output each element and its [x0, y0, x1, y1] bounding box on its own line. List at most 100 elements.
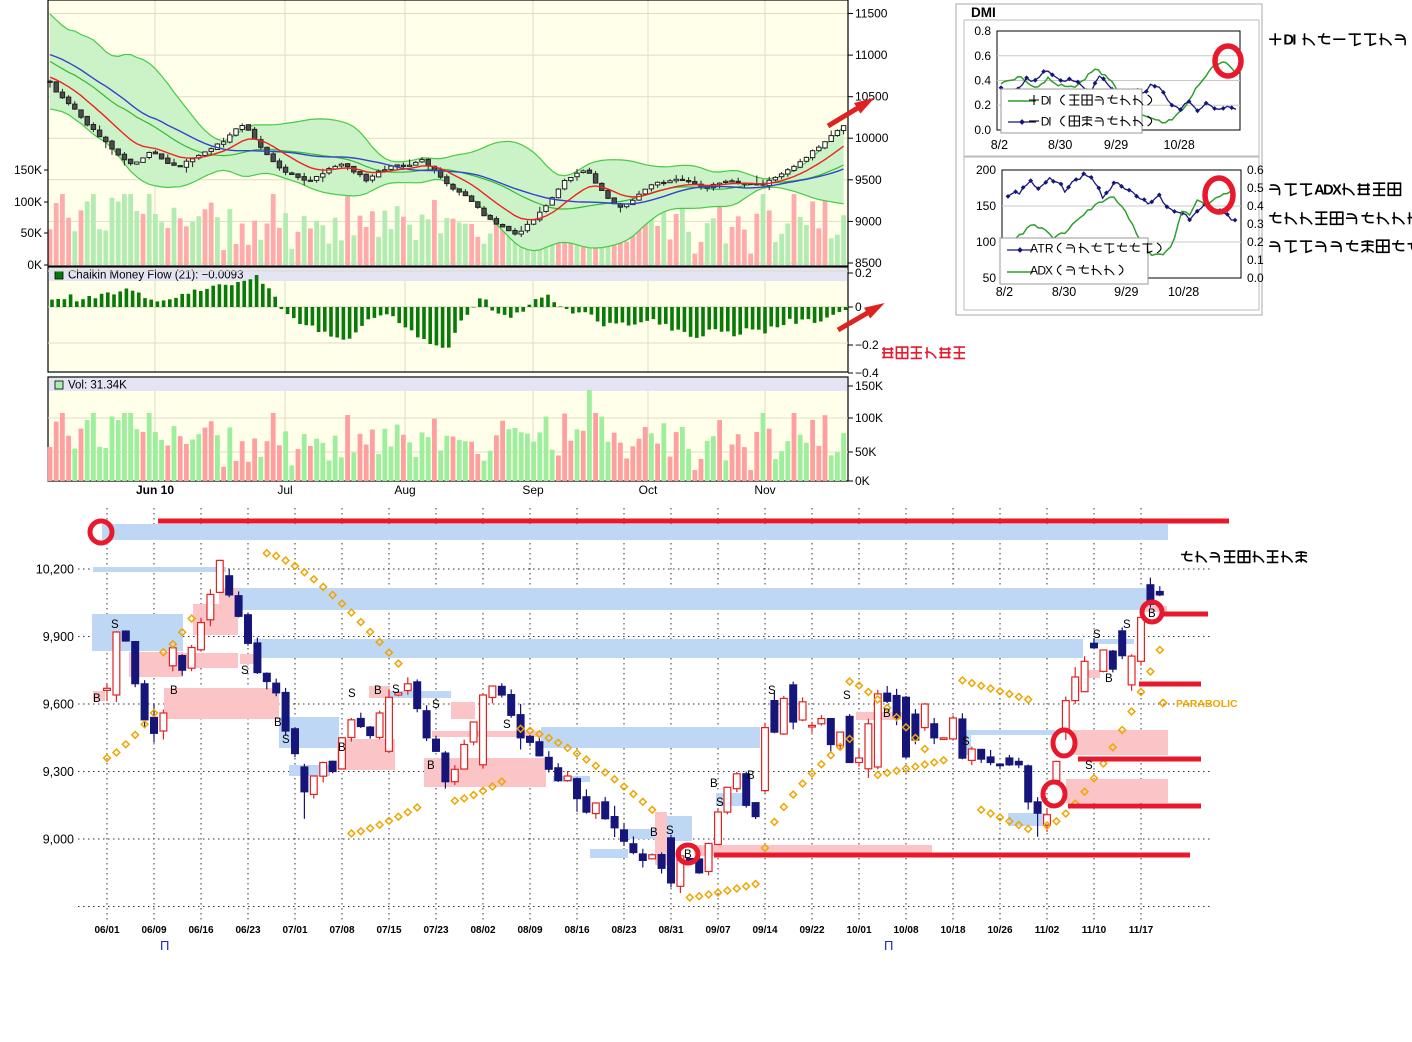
svg-text:B: B [650, 827, 658, 839]
svg-text:S: S [348, 688, 356, 700]
svg-text:B: B [1105, 673, 1113, 685]
svg-text:X: X [1332, 183, 1342, 199]
svg-text:06/16: 06/16 [188, 925, 213, 936]
svg-text:100: 100 [976, 235, 996, 249]
svg-text:0.8: 0.8 [974, 24, 991, 38]
svg-text:S: S [962, 736, 970, 748]
svg-text:Π: Π [884, 938, 893, 953]
svg-text:0.6: 0.6 [1247, 163, 1264, 177]
svg-text:8/2: 8/2 [991, 138, 1008, 152]
svg-text:−0.2: −0.2 [855, 338, 879, 352]
svg-text:S: S [666, 825, 674, 837]
svg-text:T: T [1037, 241, 1045, 255]
svg-text:100K: 100K [855, 411, 883, 425]
svg-text:0.4: 0.4 [1247, 199, 1264, 213]
svg-text:11/10: 11/10 [1082, 925, 1107, 936]
svg-text:11000: 11000 [855, 48, 888, 62]
svg-text:11/17: 11/17 [1129, 925, 1154, 936]
svg-text:9,600: 9,600 [43, 698, 74, 712]
svg-text:10500: 10500 [855, 90, 889, 104]
svg-text:0: 0 [855, 300, 862, 314]
svg-text:08/31: 08/31 [658, 925, 683, 936]
svg-text:B: B [427, 760, 435, 772]
svg-text:07/08: 07/08 [329, 925, 354, 936]
svg-text:B: B [274, 717, 282, 729]
svg-text:I: I [1048, 114, 1051, 128]
svg-text:S: S [241, 665, 249, 677]
svg-text:−0.4: −0.4 [855, 366, 879, 380]
svg-text:I: I [1292, 33, 1296, 49]
svg-text:0.2: 0.2 [974, 98, 991, 112]
svg-text:9,900: 9,900 [43, 630, 74, 644]
svg-text:B: B [170, 685, 178, 697]
svg-text:08/09: 08/09 [517, 925, 542, 936]
svg-text:9,000: 9,000 [43, 833, 74, 847]
svg-text:S: S [503, 719, 511, 731]
svg-text:06/23: 06/23 [235, 925, 260, 936]
svg-text:Vol: 31.34K: Vol: 31.34K [68, 380, 127, 392]
svg-text:A: A [1314, 183, 1325, 199]
svg-text:Oct: Oct [639, 483, 658, 497]
svg-text:10/01: 10/01 [846, 925, 871, 936]
svg-text:D: D [1323, 183, 1333, 199]
svg-text:D: D [1037, 263, 1046, 277]
svg-text:0K: 0K [855, 474, 870, 488]
svg-text:06/01: 06/01 [94, 925, 119, 936]
svg-text:150K: 150K [855, 379, 883, 393]
svg-text:S: S [843, 690, 851, 702]
svg-text:Jun 10: Jun 10 [136, 483, 174, 497]
svg-text:0.2: 0.2 [855, 266, 872, 280]
svg-text:0.0: 0.0 [1247, 271, 1264, 285]
svg-text:PARABOLIC: PARABOLIC [1176, 698, 1238, 710]
svg-text:50K: 50K [21, 226, 42, 240]
svg-text:S: S [432, 699, 440, 711]
svg-text:S: S [1123, 619, 1131, 631]
svg-text:0.5: 0.5 [1247, 181, 1264, 195]
svg-text:8/30: 8/30 [1052, 285, 1076, 299]
svg-text:S: S [716, 797, 724, 809]
svg-text:10/18: 10/18 [940, 925, 965, 936]
svg-text:S: S [392, 684, 400, 696]
svg-text:10,200: 10,200 [36, 563, 74, 577]
svg-text:0.6: 0.6 [974, 49, 991, 63]
svg-text:09/14: 09/14 [752, 925, 777, 936]
svg-text:B: B [883, 708, 891, 720]
svg-text:9,300: 9,300 [43, 765, 74, 779]
svg-text:10/28: 10/28 [1164, 138, 1195, 152]
svg-text:07/15: 07/15 [376, 925, 401, 936]
svg-text:9/29: 9/29 [1104, 138, 1128, 152]
svg-text:50K: 50K [855, 445, 876, 459]
svg-text:09/22: 09/22 [799, 925, 824, 936]
svg-text:06/09: 06/09 [141, 925, 166, 936]
svg-text:A: A [1030, 241, 1038, 255]
svg-text:S: S [111, 619, 119, 631]
svg-text:0.1: 0.1 [1247, 253, 1264, 267]
svg-text:10/28: 10/28 [1168, 285, 1199, 299]
svg-text:Nov: Nov [754, 483, 775, 497]
svg-text:0K: 0K [27, 258, 42, 272]
svg-text:200: 200 [976, 163, 996, 177]
svg-text:B: B [338, 742, 346, 754]
svg-text:B: B [1148, 608, 1156, 620]
svg-text:Aug: Aug [394, 483, 415, 497]
svg-text:A: A [1030, 263, 1038, 277]
svg-text:50: 50 [983, 271, 997, 285]
svg-text:Π: Π [160, 938, 169, 953]
svg-text:Sep: Sep [522, 483, 544, 497]
svg-text:D: D [1041, 114, 1050, 128]
svg-text:09/07: 09/07 [705, 925, 730, 936]
svg-text:10/08: 10/08 [893, 925, 918, 936]
svg-text:0.3: 0.3 [1247, 217, 1264, 231]
svg-text:R: R [1045, 241, 1054, 255]
svg-text:9000: 9000 [855, 214, 882, 228]
svg-text:B: B [374, 685, 382, 697]
svg-text:10/26: 10/26 [987, 925, 1012, 936]
svg-text:S: S [282, 734, 290, 746]
svg-text:9500: 9500 [855, 173, 882, 187]
svg-text:8500: 8500 [855, 256, 882, 270]
svg-text:B: B [710, 778, 718, 790]
svg-text:B: B [684, 849, 692, 861]
svg-text:X: X [1045, 263, 1053, 277]
svg-text:150K: 150K [14, 163, 42, 177]
svg-text:08/16: 08/16 [564, 925, 589, 936]
